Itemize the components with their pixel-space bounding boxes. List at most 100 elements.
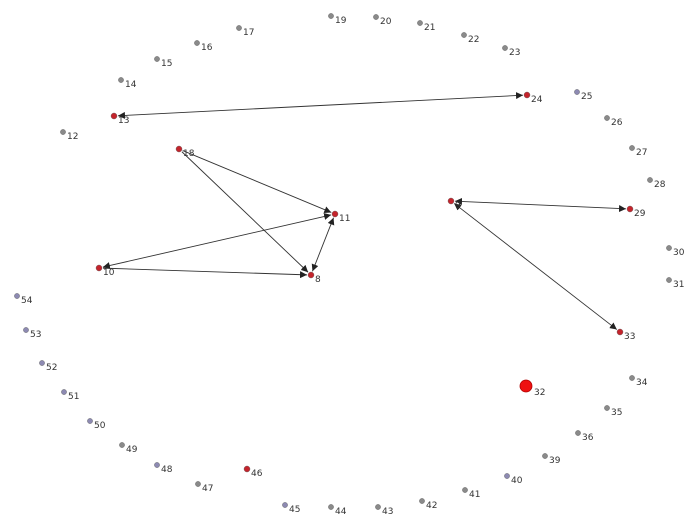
- node-label-20: 20: [380, 17, 392, 27]
- node-16[interactable]: [194, 40, 200, 46]
- node-33[interactable]: [616, 328, 624, 336]
- node-14[interactable]: [118, 77, 124, 83]
- node-label-35: 35: [611, 408, 622, 418]
- node-label-30: 30: [673, 248, 685, 258]
- node-54[interactable]: [14, 293, 20, 299]
- node-label-19: 19: [335, 16, 347, 26]
- node-label-39: 39: [549, 456, 561, 466]
- edge-10-8: [102, 267, 308, 279]
- node-30[interactable]: [666, 245, 672, 251]
- node-19[interactable]: [328, 13, 334, 19]
- node-label-22: 22: [468, 35, 479, 45]
- edge-13-24: [117, 92, 524, 119]
- node-label-53: 53: [30, 330, 41, 340]
- node-22[interactable]: [461, 32, 467, 38]
- node-20[interactable]: [373, 14, 379, 20]
- node-label-8: 8: [315, 275, 321, 285]
- node-34[interactable]: [629, 375, 635, 381]
- node-51[interactable]: [61, 389, 67, 395]
- node-32[interactable]: [519, 379, 533, 393]
- node-label-14: 14: [125, 80, 137, 90]
- node-36[interactable]: [575, 430, 581, 436]
- node-label-18: 18: [183, 149, 195, 159]
- node-label-25: 25: [581, 92, 592, 102]
- node-label-9: 9: [455, 201, 461, 211]
- node-label-42: 42: [426, 501, 437, 511]
- node-label-26: 26: [611, 118, 623, 128]
- node-label-52: 52: [46, 363, 57, 373]
- node-26[interactable]: [604, 115, 610, 121]
- node-49[interactable]: [119, 442, 125, 448]
- node-18[interactable]: [175, 145, 183, 153]
- node-40[interactable]: [504, 473, 510, 479]
- node-label-44: 44: [335, 507, 347, 517]
- nodes-layer: [14, 13, 672, 510]
- node-42[interactable]: [419, 498, 425, 504]
- node-label-28: 28: [654, 180, 666, 190]
- node-24[interactable]: [523, 91, 531, 99]
- node-label-11: 11: [339, 214, 350, 224]
- node-50[interactable]: [87, 418, 93, 424]
- node-43[interactable]: [375, 504, 381, 510]
- node-label-23: 23: [509, 48, 520, 58]
- edge-9-33: [453, 203, 618, 330]
- node-label-50: 50: [94, 421, 106, 431]
- node-25[interactable]: [574, 89, 580, 95]
- node-label-43: 43: [382, 507, 393, 517]
- node-44[interactable]: [328, 504, 334, 510]
- node-17[interactable]: [236, 25, 242, 31]
- node-label-36: 36: [582, 433, 594, 443]
- node-13[interactable]: [110, 112, 118, 120]
- node-label-21: 21: [424, 23, 435, 33]
- node-label-49: 49: [126, 445, 138, 455]
- node-15[interactable]: [154, 56, 160, 62]
- node-label-17: 17: [243, 28, 254, 38]
- node-35[interactable]: [604, 405, 610, 411]
- edge-8-11: [311, 217, 335, 272]
- node-label-29: 29: [634, 209, 646, 219]
- node-label-34: 34: [636, 378, 648, 388]
- edge-18-11: [182, 150, 332, 213]
- node-8[interactable]: [307, 271, 315, 279]
- node-11[interactable]: [331, 210, 339, 218]
- node-label-32: 32: [534, 388, 545, 398]
- node-52[interactable]: [39, 360, 45, 366]
- node-label-48: 48: [161, 465, 173, 475]
- node-label-51: 51: [68, 392, 79, 402]
- node-label-24: 24: [531, 95, 543, 105]
- node-47[interactable]: [195, 481, 201, 487]
- node-label-46: 46: [251, 469, 263, 479]
- node-45[interactable]: [282, 502, 288, 508]
- node-label-10: 10: [103, 268, 115, 278]
- node-label-16: 16: [201, 43, 213, 53]
- node-9[interactable]: [447, 197, 455, 205]
- node-label-47: 47: [202, 484, 213, 494]
- node-label-41: 41: [469, 490, 480, 500]
- node-41[interactable]: [462, 487, 468, 493]
- edges-layer: [102, 92, 627, 330]
- node-label-31: 31: [673, 280, 684, 290]
- labels-layer: 8 9 10 11 12 13 14 15 16 17 18 19 20 21 22 23 24 25 26 27 28…: [21, 16, 685, 517]
- node-label-12: 12: [67, 132, 78, 142]
- node-48[interactable]: [154, 462, 160, 468]
- node-53[interactable]: [23, 327, 29, 333]
- node-23[interactable]: [502, 45, 508, 51]
- node-21[interactable]: [417, 20, 423, 26]
- node-39[interactable]: [542, 453, 548, 459]
- node-label-15: 15: [161, 59, 172, 69]
- node-31[interactable]: [666, 277, 672, 283]
- edge-10-11: [102, 213, 332, 269]
- node-27[interactable]: [629, 145, 635, 151]
- node-label-13: 13: [118, 116, 129, 126]
- node-label-40: 40: [511, 476, 523, 486]
- node-label-54: 54: [21, 296, 33, 306]
- node-28[interactable]: [647, 177, 653, 183]
- node-label-27: 27: [636, 148, 647, 158]
- node-10[interactable]: [95, 264, 103, 272]
- node-label-45: 45: [289, 505, 300, 515]
- node-46[interactable]: [243, 465, 251, 473]
- node-label-33: 33: [624, 332, 635, 342]
- node-12[interactable]: [60, 129, 66, 135]
- node-29[interactable]: [626, 205, 634, 213]
